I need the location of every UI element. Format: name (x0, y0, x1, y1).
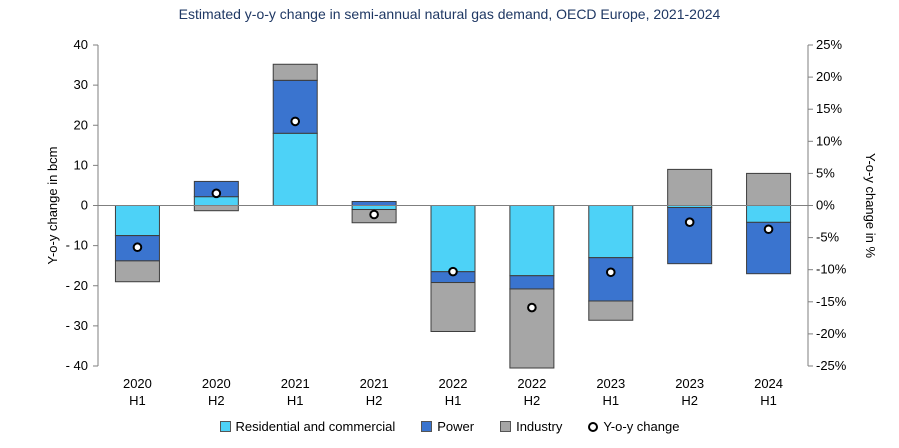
y2-tick-label: 10% (816, 133, 842, 148)
industry-bar (588, 300, 634, 321)
legend-swatch-residential (219, 421, 231, 432)
x-tick-label-year: 2020 (123, 376, 152, 391)
x-tick-label-half: H1 (760, 393, 777, 408)
x-tick-label-year: 2024 (754, 376, 783, 391)
y-tick-label: 0 (81, 198, 88, 213)
x-tick-label-half: H1 (287, 393, 304, 408)
legend-item-yoy: Y-o-y change (588, 419, 679, 434)
industry-bar (667, 168, 713, 206)
yoy-marker (763, 224, 774, 235)
yoy-marker (211, 188, 222, 199)
x-tick-label-half: H1 (445, 393, 462, 408)
x-tick-label-half: H2 (681, 393, 698, 408)
power-bar (746, 221, 792, 275)
legend-swatch-power (421, 421, 433, 432)
legend: Residential and commercial Power Industr… (0, 419, 899, 434)
y2-axis-title: Y-o-y change in % (863, 153, 878, 258)
y2-tick-label: -15% (816, 294, 847, 309)
legend-label-yoy: Y-o-y change (603, 419, 680, 434)
residential-bar (351, 205, 397, 211)
x-tick-label-half: H2 (366, 393, 383, 408)
residential-bar (114, 205, 160, 237)
industry-bar (272, 63, 318, 81)
y2-tick-label: -25% (816, 358, 847, 373)
yoy-marker (605, 267, 616, 278)
chart-title: Estimated y-o-y change in semi-annual na… (178, 6, 721, 22)
residential-bar (272, 132, 318, 206)
x-tick-label-year: 2022 (517, 376, 546, 391)
x-tick-label-year: 2023 (596, 376, 625, 391)
legend-item-residential: Residential and commercial (219, 419, 396, 434)
x-tick-label-year: 2021 (360, 376, 389, 391)
power-bar (351, 200, 397, 207)
power-bar (667, 207, 713, 265)
y2-tick-label: 20% (816, 69, 842, 84)
yoy-marker (290, 116, 301, 127)
legend-item-industry: Industry (500, 419, 562, 434)
x-tick-label-half: H2 (524, 393, 541, 408)
y2-tick-label: -10% (816, 262, 847, 277)
y2-tick-label: 0% (816, 198, 835, 213)
x-tick-label-half: H1 (602, 393, 619, 408)
residential-bar (509, 205, 555, 277)
bars-layer (114, 63, 792, 369)
residential-bar (588, 205, 634, 259)
x-tick-label-year: 2021 (281, 376, 310, 391)
industry-bar (193, 205, 239, 212)
legend-label-power: Power (437, 419, 475, 434)
y-tick-label: - 10 (66, 238, 88, 253)
y-tick-label: 10 (74, 157, 88, 172)
yoy-marker (448, 266, 458, 277)
y2-tick-label: 5% (816, 165, 835, 180)
y2-tick-label: -20% (816, 326, 847, 341)
y-tick-label: 40 (74, 37, 88, 52)
y-tick-label: 30 (74, 77, 88, 92)
y-tick-label: - 20 (66, 278, 88, 293)
legend-marker-yoy (588, 421, 599, 432)
legend-item-power: Power (421, 419, 474, 434)
y2-tick-label: -5% (816, 230, 840, 245)
yoy-marker (527, 302, 537, 313)
y-tick-label: - 40 (66, 358, 88, 373)
y2-tick-label: 15% (816, 101, 842, 116)
industry-bar (114, 260, 160, 283)
residential-bar (746, 205, 792, 223)
yoy-marker (684, 217, 695, 227)
y-axis-title: Y-o-y change in bcm (45, 146, 60, 264)
residential-bar (430, 205, 476, 273)
y-tick-label: - 30 (66, 318, 88, 333)
labels-layer: 40 30 20 10 0 - 10 - 20 - 30 - 40 25% 20% 15% 10% 5% 0… (45, 37, 878, 408)
x-tick-label-year: 2022 (439, 376, 468, 391)
power-bar (588, 257, 634, 302)
industry-bar (746, 172, 792, 206)
industry-bar (430, 282, 476, 332)
yoy-marker (369, 209, 379, 220)
yoy-marker (132, 242, 143, 253)
x-tick-label-half: H1 (129, 393, 146, 408)
x-tick-label-half: H2 (208, 393, 225, 408)
y-tick-label: 20 (74, 117, 88, 132)
power-bar (509, 275, 555, 290)
x-tick-label-year: 2023 (675, 376, 704, 391)
legend-swatch-industry (500, 421, 512, 432)
legend-label-industry: Industry (516, 419, 563, 434)
markers-layer (132, 116, 774, 313)
legend-label-residential: Residential and commercial (235, 419, 396, 434)
y2-tick-label: 25% (816, 37, 842, 52)
axes-layer (93, 44, 813, 367)
industry-bar (509, 288, 555, 369)
x-tick-label-year: 2020 (202, 376, 231, 391)
